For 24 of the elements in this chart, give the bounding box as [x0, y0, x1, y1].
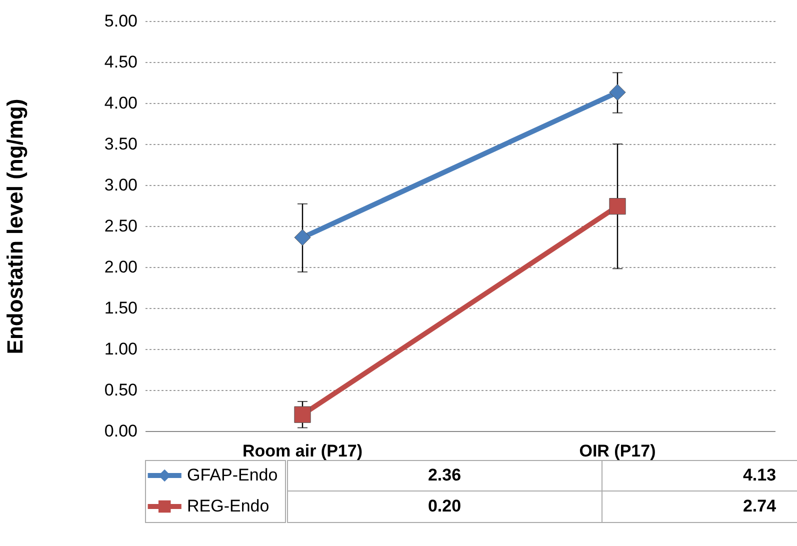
point [294, 229, 311, 246]
legend-label: REG-Endo [187, 496, 270, 516]
y-tick-label: 4.50 [104, 52, 138, 72]
y-tick-label: 0.50 [104, 380, 138, 400]
y-tick-label: 3.50 [104, 134, 138, 154]
y-tick-label: 2.50 [104, 216, 138, 236]
data-label: 2.36 [428, 466, 462, 484]
y-tick-label: 0.00 [104, 422, 138, 440]
point [294, 406, 311, 423]
y-tick-label: 1.00 [104, 340, 138, 358]
y-tick-label: 1.50 [104, 298, 138, 318]
y-tick-label: 4.00 [104, 94, 138, 112]
x-tick-label: OIR (P17) [579, 442, 656, 460]
x-tick-label: Room air (P17) [242, 442, 362, 460]
legend-label: GFAP-Endo [187, 466, 278, 484]
point [609, 198, 626, 215]
y-tick-label: 2.00 [104, 258, 138, 276]
point [609, 84, 626, 101]
y-axis-title: Endostatin level (ng/mg) [2, 98, 28, 354]
data-label: 2.74 [742, 496, 777, 516]
y-tick-label: 3.00 [104, 176, 138, 194]
data-label: 4.13 [742, 466, 776, 484]
data-label: 0.20 [428, 496, 462, 516]
y-tick-label: 5.00 [104, 12, 138, 30]
